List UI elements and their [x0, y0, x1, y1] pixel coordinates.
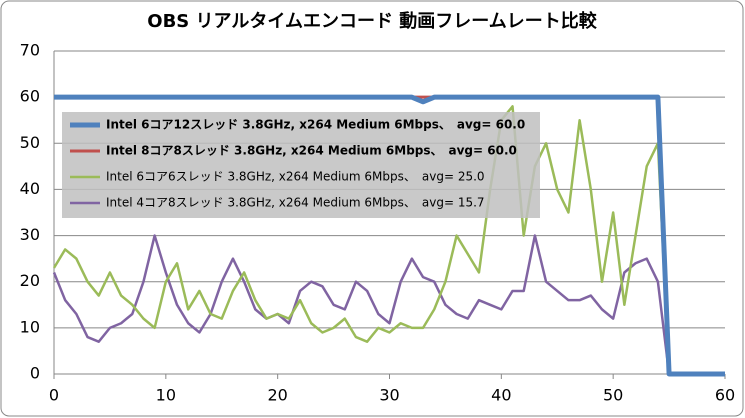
legend-label: Intel 8コア8スレッド 3.8GHz, x264 Medium 6Mbps… — [106, 144, 517, 158]
series-line — [52, 234, 725, 376]
x-tick-label: 40 — [491, 386, 511, 405]
y-tick-label: 20 — [20, 271, 40, 290]
y-tick-label: 40 — [20, 179, 40, 198]
legend-label: Intel 4コア8スレッド 3.8GHz, x264 Medium 6Mbps… — [106, 196, 485, 210]
y-tick-label: 0 — [30, 364, 40, 383]
legend-box — [62, 112, 540, 218]
y-tick-label: 10 — [20, 317, 40, 336]
x-tick-label: 20 — [267, 386, 287, 405]
y-tick-label: 60 — [20, 87, 40, 106]
x-tick-label: 60 — [715, 386, 735, 405]
x-tick-label: 0 — [49, 386, 59, 405]
series-line — [52, 105, 725, 376]
y-tick-label: 70 — [20, 41, 40, 60]
legend-label: Intel 6コア6スレッド 3.8GHz, x264 Medium 6Mbps… — [106, 170, 485, 184]
chart-title: OBS リアルタイムエンコード 動画フレームレート比較 — [147, 10, 597, 32]
x-tick-label: 30 — [379, 386, 399, 405]
legend-label: Intel 6コア12スレッド 3.8GHz, x264 Medium 6Mbp… — [106, 118, 525, 132]
x-tick-label: 10 — [156, 386, 176, 405]
y-tick-label: 50 — [20, 133, 40, 152]
x-tick-label: 50 — [603, 386, 623, 405]
series-line — [54, 94, 725, 377]
y-tick-label: 30 — [20, 225, 40, 244]
